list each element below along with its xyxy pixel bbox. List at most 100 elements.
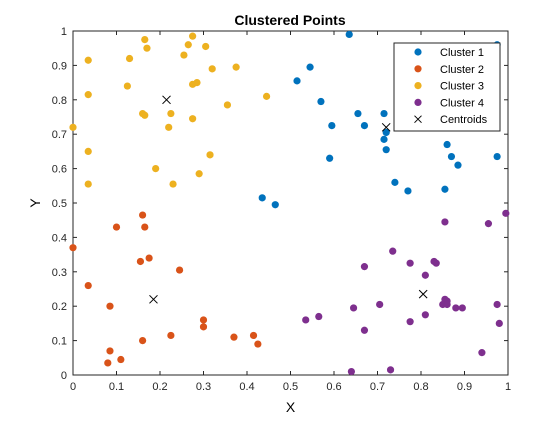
- x-tick-label: 0.2: [152, 381, 167, 393]
- cluster-2-point: [84, 281, 92, 290]
- legend: Cluster 1 Cluster 2 Cluster 3 Cluster 4 Cent…: [393, 42, 501, 132]
- cluster-4-point: [376, 300, 384, 309]
- cluster-4-point: [421, 311, 429, 319]
- cluster-2-point: [254, 340, 262, 348]
- cluster-2-point: [112, 223, 121, 231]
- cluster-1-point: [354, 109, 362, 118]
- cluster-2-point: [104, 359, 112, 367]
- x-tick-label: 0.1: [109, 381, 124, 393]
- centroid-marker: [381, 122, 391, 132]
- cluster-3-point: [84, 91, 92, 99]
- cluster-1-point: [317, 97, 325, 106]
- y-tick-label: 0.2: [52, 301, 67, 313]
- cluster-4-point: [484, 220, 493, 228]
- cluster-3-point: [84, 147, 92, 155]
- cluster-1-point: [404, 187, 412, 195]
- cluster-2-point: [175, 266, 184, 274]
- cluster-4-point: [406, 318, 414, 326]
- cluster-3-point: [232, 63, 240, 71]
- cluster-4-point: [458, 304, 466, 312]
- legend-label-cluster-4: Cluster 4: [440, 97, 484, 109]
- cluster-4-point: [360, 326, 369, 334]
- x-tick-label: 1: [505, 381, 511, 393]
- cluster-2-point: [139, 337, 147, 345]
- cluster-4-point: [452, 304, 460, 312]
- y-axis-label: Y: [27, 198, 43, 208]
- x-tick-label: 0.4: [239, 381, 254, 393]
- cluster-3-point: [125, 54, 134, 63]
- cluster-4-point: [502, 209, 510, 217]
- cluster-2-point: [199, 323, 208, 331]
- cluster-2-point: [199, 316, 208, 324]
- legend-swatch-cluster-2: [414, 65, 422, 73]
- cluster-3-point: [141, 111, 149, 119]
- cluster-3-point: [189, 115, 197, 123]
- x-tick-label: 0.8: [413, 381, 428, 393]
- cluster-1-point: [382, 146, 390, 154]
- y-tick-label: 0.3: [52, 267, 67, 279]
- cluster-1-point: [493, 152, 501, 161]
- centroid-marker: [149, 294, 158, 304]
- cluster-3-point: [202, 42, 210, 51]
- cluster-3-point: [223, 101, 232, 109]
- y-tick-label: 0.4: [52, 232, 67, 244]
- cluster-1-point: [380, 135, 388, 143]
- cluster-3-point: [193, 79, 201, 87]
- x-tick-label: 0.5: [283, 381, 298, 393]
- cluster-3-point: [152, 165, 160, 173]
- cluster-2-point: [117, 355, 125, 364]
- legend-swatch-centroids: [414, 115, 422, 124]
- y-tick-label: 1: [61, 26, 67, 38]
- y-tick-label: 0.6: [52, 164, 67, 176]
- cluster-4-point: [495, 319, 503, 327]
- cluster-4-point: [406, 259, 414, 267]
- chart-title: Clustered Points: [234, 12, 345, 28]
- cluster-2-point: [106, 302, 114, 310]
- cluster-4-point: [302, 316, 310, 324]
- cluster-1-point: [360, 122, 369, 130]
- y-tick-label: 0.5: [52, 198, 67, 210]
- cluster-4-point: [349, 304, 358, 312]
- cluster-1-point: [326, 154, 334, 162]
- cluster-3-point: [84, 180, 92, 188]
- cluster-3-point: [206, 151, 214, 159]
- cluster-4-point: [421, 271, 429, 279]
- cluster-2-point: [136, 257, 145, 266]
- legend-label-cluster-1: Cluster 1: [440, 47, 484, 59]
- x-tick-label: 0: [70, 381, 76, 393]
- y-tick-label: 0.1: [52, 336, 67, 348]
- cluster-4-point: [315, 312, 323, 321]
- y-tick-label: 0.8: [52, 95, 67, 107]
- cluster-3-point: [143, 44, 151, 52]
- cluster-4-point: [432, 259, 440, 267]
- cluster-2-point: [167, 331, 175, 340]
- centroid-marker: [162, 95, 171, 105]
- x-tick-label: 0.3: [196, 381, 211, 393]
- axis-ticks: 0 0.1 0.2 0.3 0.4 0.5 0.6 0.7 0.8 0.9 1 0 0.1 0.2 0.3 0…: [52, 26, 511, 393]
- cluster-1-point: [447, 152, 456, 161]
- cluster-3-point: [169, 180, 177, 188]
- legend-box: [393, 42, 501, 132]
- cluster-1-point: [306, 63, 314, 71]
- cluster-4-point: [478, 349, 486, 357]
- cluster-2-point: [139, 211, 147, 219]
- cluster-2-point: [141, 223, 149, 231]
- cluster-1-point: [441, 185, 449, 193]
- cluster-3-point: [167, 109, 175, 118]
- cluster-1-point: [382, 128, 390, 137]
- cluster-3-point: [165, 123, 173, 131]
- cluster-1-point: [271, 201, 279, 209]
- x-tick-label: 0.6: [326, 381, 341, 393]
- legend-label-centroids: Centroids: [440, 114, 488, 126]
- cluster-3-point: [189, 32, 197, 40]
- cluster-3-point: [84, 56, 92, 64]
- cluster-4-point: [386, 366, 395, 374]
- legend-swatch-cluster-3: [414, 82, 422, 90]
- legend-swatch-cluster-1: [414, 48, 422, 56]
- legend-label-cluster-3: Cluster 3: [440, 81, 484, 93]
- cluster-2-point: [249, 331, 258, 340]
- cluster-3-point: [195, 170, 203, 178]
- x-axis-label: X: [286, 399, 296, 415]
